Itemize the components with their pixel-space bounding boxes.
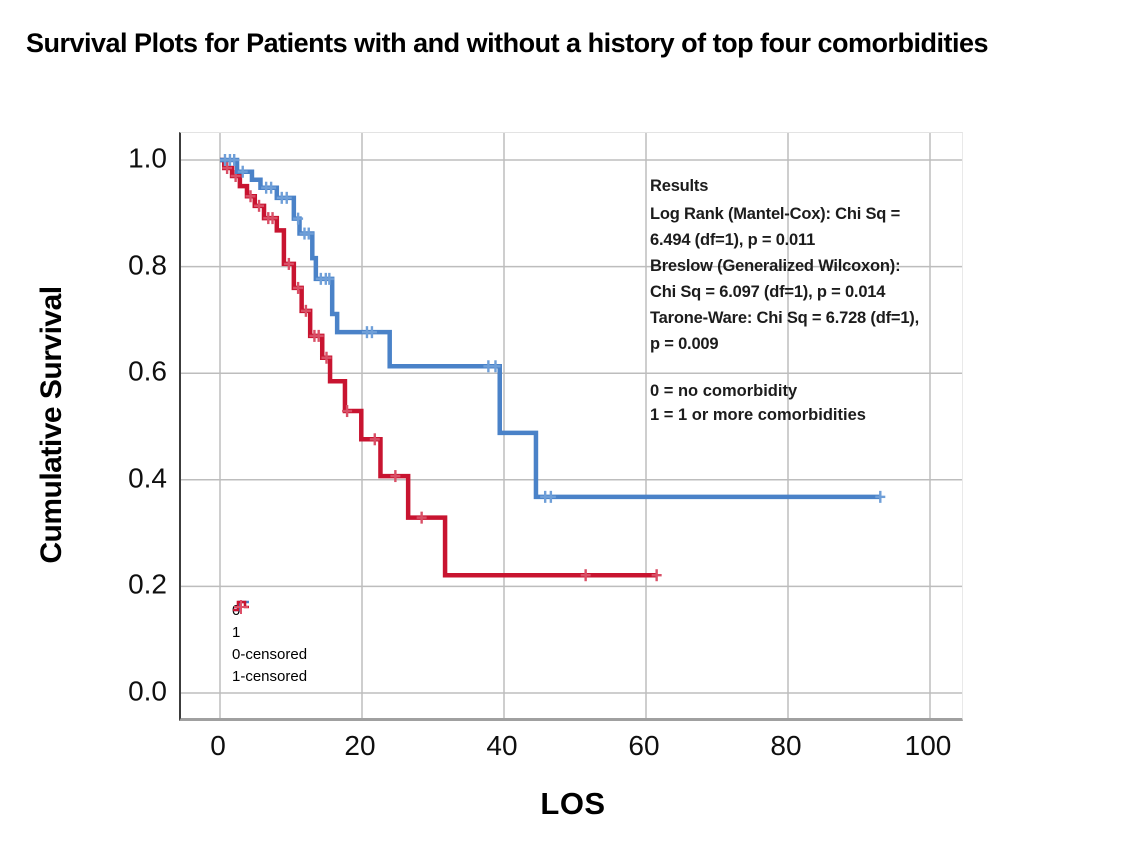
y-tick-label-1.0: 1.0 — [128, 142, 167, 174]
plot-area: Results Log Rank (Mantel-Cox): Chi Sq = … — [179, 132, 963, 721]
group-note-line-0: 0 = no comorbidity — [650, 382, 798, 400]
results-heading: Results — [650, 177, 709, 195]
y-tick-label-0.6: 0.6 — [128, 355, 167, 387]
x-tick-label-100: 100 — [904, 730, 952, 761]
x-tick-label-80: 80 — [770, 730, 802, 761]
chart-legend: 0 1 0-censored 1-censored — [232, 599, 307, 687]
y-tick-label-0.8: 0.8 — [128, 248, 167, 280]
x-tick-label-0: 0 — [210, 730, 226, 761]
x-axis-title: LOS — [540, 786, 606, 821]
plus-icon — [234, 600, 248, 614]
y-axis-title: Cumulative Survival — [35, 286, 68, 564]
survival-curve-0 — [220, 157, 881, 500]
page-title: Survival Plots for Patients with and wit… — [26, 28, 989, 58]
group-note-line-1: 1 = 1 or more comorbidities — [650, 406, 866, 424]
x-tick-label-40: 40 — [486, 730, 518, 761]
y-tick-label-0.2: 0.2 — [128, 568, 167, 600]
x-tick-label-20: 20 — [344, 730, 376, 761]
group-code-note: 0 = no comorbidity 1 = 1 or more comorbi… — [650, 379, 930, 427]
results-box: Results Log Rank (Mantel-Cox): Chi Sq = … — [650, 173, 920, 357]
results-statistics: Log Rank (Mantel-Cox): Chi Sq = 6.494 (d… — [650, 205, 919, 353]
legend-label: 0-censored — [232, 645, 308, 663]
legend-label: 1 — [232, 623, 241, 641]
y-tick-label-0.4: 0.4 — [128, 462, 167, 494]
legend-label: 1-censored — [232, 667, 308, 685]
legend-item-1-censored: 1-censored — [232, 600, 308, 687]
legend-item-1: 1 — [232, 600, 307, 643]
x-tick-label-60: 60 — [628, 730, 660, 761]
legend-item-0-censored: 0-censored — [232, 600, 308, 665]
survival-chart — [181, 133, 962, 718]
y-tick-label-0.0: 0.0 — [128, 675, 167, 707]
